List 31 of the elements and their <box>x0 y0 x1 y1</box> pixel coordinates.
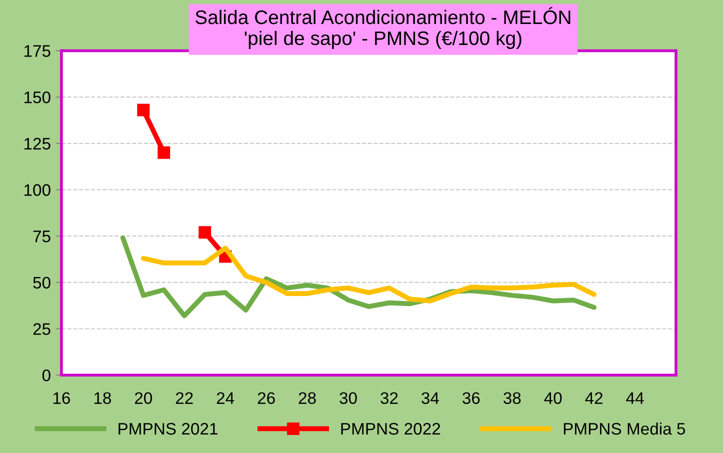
x-tick-label: 42 <box>585 392 602 404</box>
x-tick-label: 20 <box>134 392 152 404</box>
x-tick-label: 32 <box>380 392 398 404</box>
x-tick-label: 16 <box>53 392 70 404</box>
line-series <box>140 246 596 304</box>
point <box>158 146 170 159</box>
x-tick-label: 44 <box>626 392 644 404</box>
x-tick-label: 40 <box>544 392 562 404</box>
x-tick-label: 24 <box>216 392 234 404</box>
x-tick-label: 26 <box>258 392 275 404</box>
y-tick-label: 75 <box>33 230 50 242</box>
x-tick-label: 18 <box>94 392 111 404</box>
x-tick-label: 34 <box>422 392 439 404</box>
x-tick-label: 38 <box>503 392 521 404</box>
y-tick-label: 125 <box>24 138 50 150</box>
y-tick-label: 25 <box>33 323 50 335</box>
legend-label: PMPNS 2021 <box>118 422 218 435</box>
x-tick-label: 36 <box>462 392 480 404</box>
x-tick-label: 22 <box>176 392 193 404</box>
x-tick-label: 28 <box>298 392 316 404</box>
y-tick-label: 100 <box>24 184 50 196</box>
y-tick-label: 175 <box>24 45 50 57</box>
y-tick-label: 0 <box>42 369 50 382</box>
x-tick-label: 30 <box>340 392 357 404</box>
legend-label: PMPNS 2022 <box>341 422 440 435</box>
chart-title: Salida Central Acondicionamiento - MELÓN 'piel de sapo' - PMNS (€/100 kg) <box>195 7 570 49</box>
point <box>137 104 150 116</box>
legend-label: PMPNS Media 5 <box>564 422 686 435</box>
y-tick-label: 150 <box>24 91 50 104</box>
point <box>198 226 212 239</box>
y-tick-label: 50 <box>33 276 50 289</box>
